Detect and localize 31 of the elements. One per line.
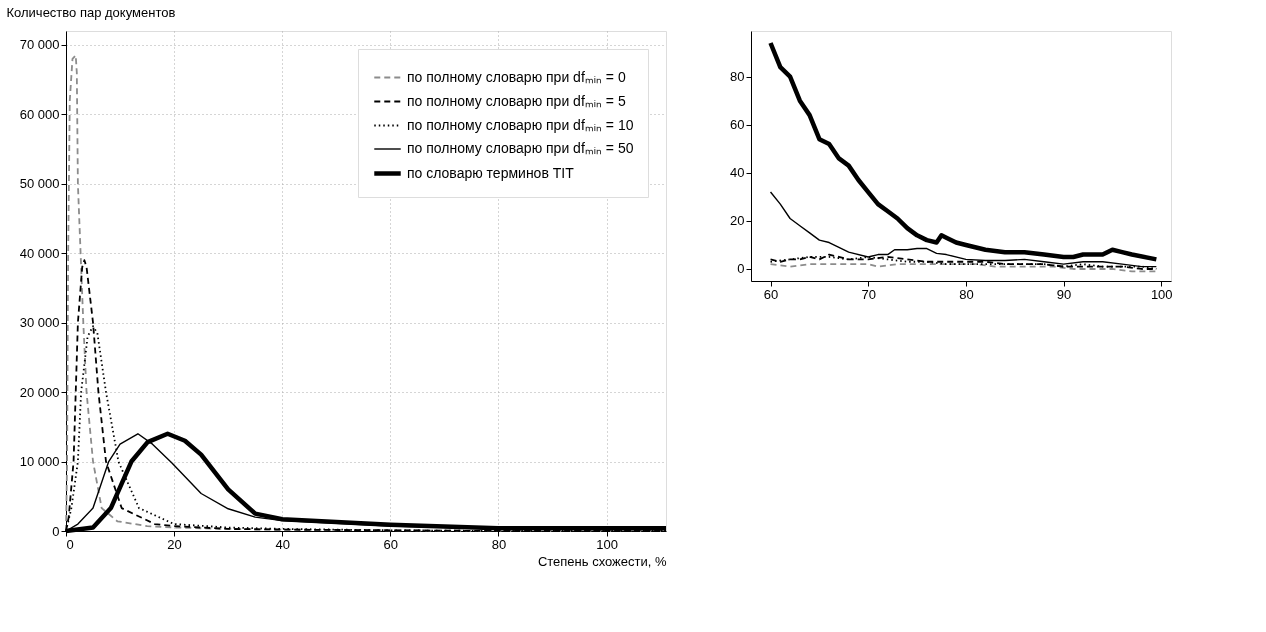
x-tick-label: 0 xyxy=(66,536,74,552)
legend-label: по словарю терминов TIT xyxy=(407,164,575,181)
y-tick-label: 40 000 xyxy=(19,245,60,261)
legend-label: по полному словарю при dfₘᵢₙ = 5 xyxy=(407,92,626,109)
y-tick-label: 40 xyxy=(730,165,745,181)
y-tick-label: 0 xyxy=(737,261,745,277)
x-tick-label: 20 xyxy=(167,536,182,552)
x-tick-label: 80 xyxy=(491,536,507,552)
y-tick-label: 10 000 xyxy=(19,454,60,470)
legend-label: по полному словарю при dfₘᵢₙ = 10 xyxy=(407,116,634,133)
x-axis-title: Степень схожести, % xyxy=(537,553,667,569)
legend-label: по полному словарю при dfₘᵢₙ = 50 xyxy=(407,140,634,156)
y-tick-label: 30 000 xyxy=(19,315,60,331)
legend-label: по полному словарю при dfₘᵢₙ = 0 xyxy=(407,68,626,85)
y-tick-label: 50 000 xyxy=(19,176,60,192)
y-tick-label: 80 xyxy=(730,69,745,85)
x-tick-label: 60 xyxy=(763,286,779,302)
y-tick-label: 0 xyxy=(52,523,60,539)
x-tick-label: 60 xyxy=(383,536,399,552)
y-tick-label: 20 xyxy=(730,213,745,229)
x-tick-label: 70 xyxy=(861,286,876,302)
x-tick-label: 80 xyxy=(959,286,974,302)
y-tick-label: 70 000 xyxy=(19,37,60,53)
x-tick-label: 100 xyxy=(596,536,618,552)
y-tick-label: 60 xyxy=(730,117,745,133)
y-tick-label: 20 000 xyxy=(19,384,60,400)
x-tick-label: 90 xyxy=(1056,286,1072,302)
y-axis-title: Количество пар документов xyxy=(6,4,176,20)
x-tick-label: 40 xyxy=(275,536,290,552)
x-tick-label: 100 xyxy=(1150,286,1173,302)
y-tick-label: 60 000 xyxy=(19,106,60,122)
